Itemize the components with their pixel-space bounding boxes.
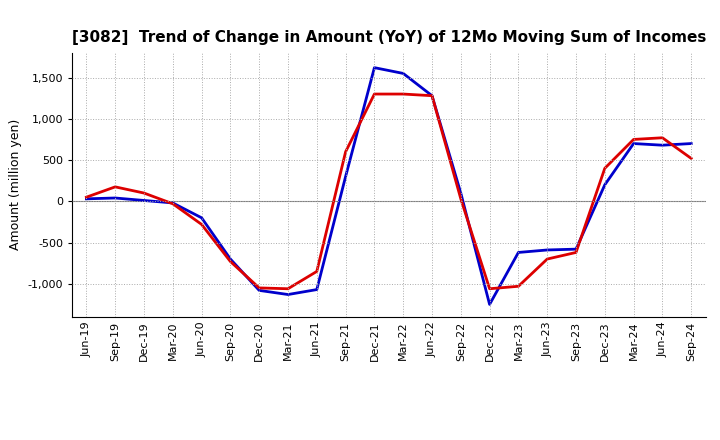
Net Income bbox=[255, 285, 264, 290]
Y-axis label: Amount (million yen): Amount (million yen) bbox=[9, 119, 22, 250]
Ordinary Income bbox=[111, 195, 120, 201]
Ordinary Income bbox=[485, 302, 494, 307]
Line: Net Income: Net Income bbox=[86, 94, 691, 289]
Net Income bbox=[485, 286, 494, 291]
Net Income bbox=[140, 191, 148, 196]
Net Income bbox=[600, 165, 609, 171]
Net Income bbox=[111, 184, 120, 190]
Net Income bbox=[658, 135, 667, 140]
Net Income bbox=[341, 149, 350, 154]
Ordinary Income bbox=[197, 215, 206, 220]
Ordinary Income bbox=[572, 246, 580, 252]
Net Income bbox=[456, 196, 465, 202]
Ordinary Income bbox=[399, 71, 408, 76]
Ordinary Income bbox=[284, 292, 292, 297]
Net Income bbox=[82, 194, 91, 200]
Ordinary Income bbox=[658, 143, 667, 148]
Ordinary Income bbox=[82, 196, 91, 202]
Ordinary Income bbox=[140, 198, 148, 203]
Ordinary Income bbox=[456, 191, 465, 196]
Net Income bbox=[284, 286, 292, 291]
Line: Ordinary Income: Ordinary Income bbox=[86, 68, 691, 304]
Net Income bbox=[370, 92, 379, 97]
Net Income bbox=[197, 222, 206, 227]
Ordinary Income bbox=[687, 141, 696, 146]
Title: [3082]  Trend of Change in Amount (YoY) of 12Mo Moving Sum of Incomes: [3082] Trend of Change in Amount (YoY) o… bbox=[71, 29, 706, 45]
Ordinary Income bbox=[428, 93, 436, 98]
Ordinary Income bbox=[168, 200, 177, 205]
Net Income bbox=[629, 137, 638, 142]
Net Income bbox=[226, 259, 235, 264]
Ordinary Income bbox=[600, 182, 609, 187]
Ordinary Income bbox=[312, 287, 321, 292]
Net Income bbox=[428, 93, 436, 98]
Ordinary Income bbox=[341, 174, 350, 179]
Ordinary Income bbox=[255, 288, 264, 293]
Ordinary Income bbox=[543, 247, 552, 253]
Net Income bbox=[312, 269, 321, 274]
Net Income bbox=[514, 284, 523, 289]
Net Income bbox=[399, 92, 408, 97]
Ordinary Income bbox=[226, 257, 235, 262]
Net Income bbox=[687, 156, 696, 161]
Ordinary Income bbox=[370, 65, 379, 70]
Net Income bbox=[572, 250, 580, 255]
Net Income bbox=[543, 257, 552, 262]
Ordinary Income bbox=[629, 141, 638, 146]
Net Income bbox=[168, 201, 177, 206]
Ordinary Income bbox=[514, 250, 523, 255]
